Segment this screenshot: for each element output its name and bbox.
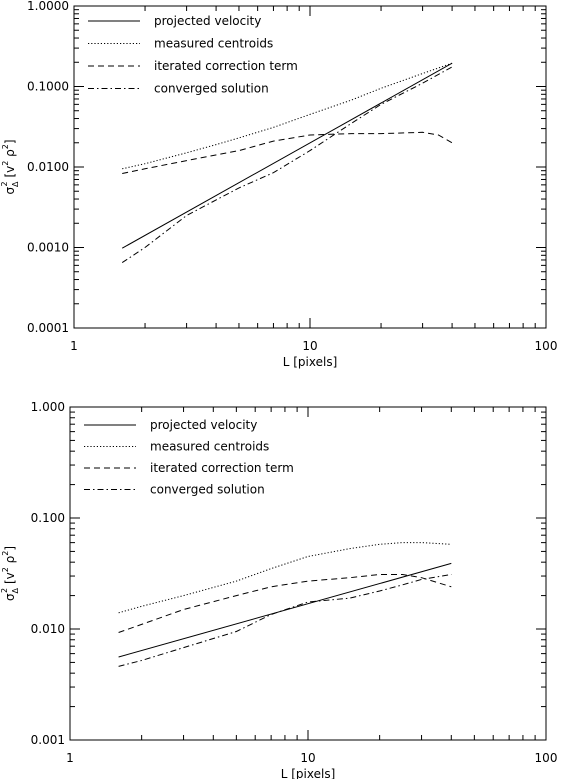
series-line-solid [121, 62, 453, 249]
legend-label: converged solution [154, 82, 269, 96]
y-label-close: ] [3, 139, 17, 144]
y-tick-label: 0.1000 [27, 80, 69, 94]
y-tick-label: 0.0001 [27, 321, 69, 335]
y-label-sup3: 2 [1, 551, 10, 556]
y-label-sup: 2 [0, 588, 9, 593]
series-line-dashed [118, 574, 452, 633]
legend-label: measured centroids [150, 440, 269, 454]
y-label-sub: Δ [11, 587, 20, 593]
y-label-sigma: σ [3, 187, 17, 195]
y-label-sub: Δ [11, 181, 20, 187]
legend-label: converged solution [150, 483, 265, 497]
y-tick-label: 1.0000 [27, 0, 69, 13]
y-label-open: [v [3, 166, 17, 182]
top-chart: 1 10 100 0.0001 0.0010 0.0100 0.1000 1.0000 L [p… [0, 0, 557, 369]
x-tick-label: 10 [302, 339, 317, 353]
series-line-dashed [122, 131, 453, 174]
x-tick-label: 10 [300, 751, 315, 765]
y-label-sup2: 2 [1, 161, 10, 166]
legend-label: iterated correction term [154, 59, 298, 73]
series-line-dashdot [118, 574, 452, 667]
x-tick-label: 100 [535, 751, 558, 765]
y-label-close: ] [3, 546, 17, 551]
x-axis-label: L [pixels] [283, 355, 338, 369]
x-tick-label: 1 [70, 339, 78, 353]
y-label-sup: 2 [0, 181, 9, 186]
y-tick-label: 0.001 [31, 733, 65, 747]
y-tick-label: 0.010 [31, 622, 65, 636]
y-axis-label: σΔ2 [v2 ρ2] [0, 139, 20, 194]
legend-label: iterated correction term [150, 461, 294, 475]
plot-frame [73, 5, 547, 329]
y-label-sigma: σ [3, 593, 17, 601]
x-tick-label: 100 [535, 339, 558, 353]
legend-label: projected velocity [154, 14, 261, 28]
series-line-dashdot [121, 66, 453, 264]
y-tick-label: 0.100 [31, 511, 65, 525]
y-label-mid: ρ [3, 149, 17, 160]
legend-label: projected velocity [150, 418, 257, 432]
x-tick-label: 1 [66, 751, 74, 765]
series-line-dotted [122, 62, 453, 170]
y-label-sup2: 2 [1, 567, 10, 572]
x-axis-label: L [pixels] [281, 767, 336, 779]
bottom-chart: 1 10 100 0.001 0.010 0.100 1.000 L [pixels] σΔ2 … [0, 400, 557, 779]
y-tick-label: 0.0010 [27, 241, 69, 255]
y-tick-label: 0.0100 [27, 160, 69, 174]
y-label-mid: ρ [3, 556, 17, 567]
y-label-open: [v [3, 572, 17, 588]
plot-frame [69, 406, 547, 741]
y-axis-label: σΔ2 [v2 ρ2] [0, 546, 20, 601]
legend-label: measured centroids [154, 37, 273, 51]
y-label-sup3: 2 [1, 144, 10, 149]
y-tick-label: 1.000 [31, 400, 65, 414]
